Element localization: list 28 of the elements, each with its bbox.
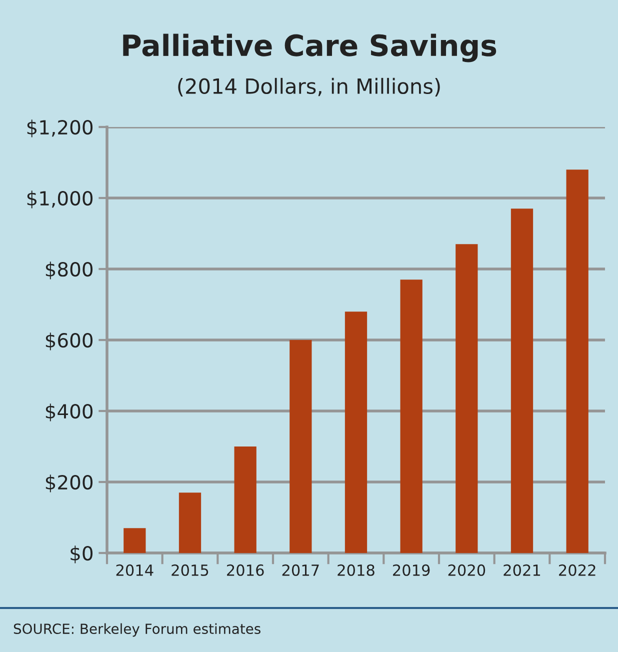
x-tick-label: 2015: [172, 564, 208, 576]
x-tick-label: 2019: [393, 564, 430, 576]
x-tick-label: 2018: [338, 564, 374, 576]
source-note: SOURCE: Berkeley Forum estimates: [14, 623, 260, 637]
bar: [234, 446, 256, 553]
bar: [178, 492, 202, 553]
bar: [566, 170, 588, 553]
y-tick-label: $600: [46, 332, 93, 350]
x-tick-label: 2022: [559, 564, 596, 576]
bar: [400, 280, 422, 553]
y-tick-label: $1,000: [27, 190, 93, 208]
bar: [290, 340, 312, 553]
bar: [510, 208, 534, 553]
y-tick-label: $400: [46, 404, 93, 422]
bar: [344, 312, 368, 553]
y-tick-label: $1,200: [27, 120, 93, 138]
y-tick-label: $0: [70, 546, 93, 564]
bar: [124, 528, 146, 553]
x-tick-label: 2014: [116, 564, 154, 576]
x-tick-label: 2021: [504, 564, 540, 576]
y-tick-label: $200: [46, 474, 93, 492]
y-tick-label: $800: [46, 262, 93, 280]
chart-subtitle: (2014 Dollars, in Millions): [178, 78, 440, 96]
x-tick-label: 2017: [282, 564, 319, 576]
x-tick-label: 2016: [227, 564, 264, 576]
x-tick-label: 2020: [448, 564, 486, 576]
bar: [456, 244, 478, 553]
chart-title: Palliative Care Savings: [123, 34, 496, 62]
